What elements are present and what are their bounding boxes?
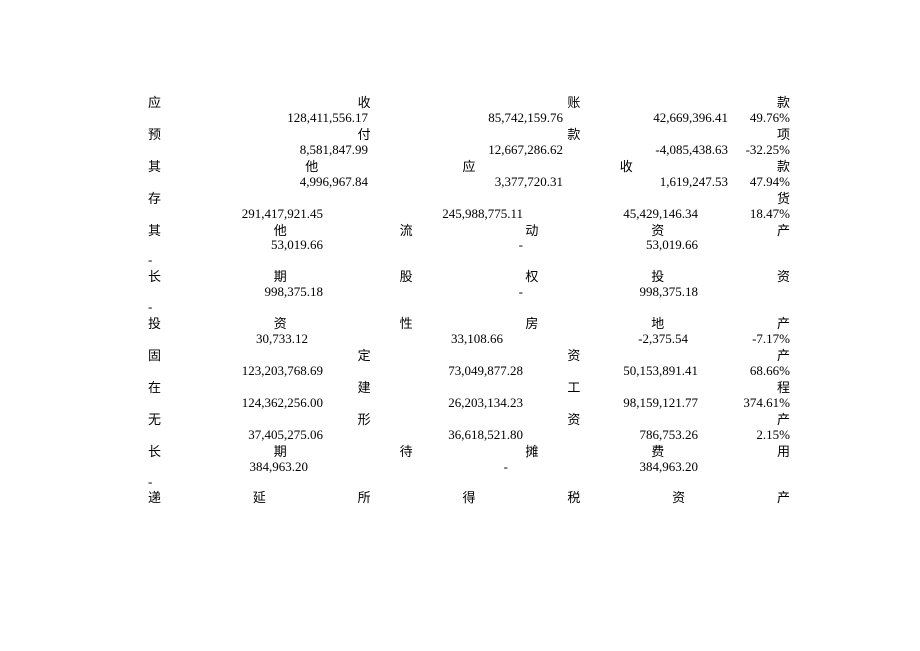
table-row: 长期待摊费用384,963.20-384,963.20- (148, 445, 790, 490)
row-label: 递延所得税资产 (148, 491, 790, 506)
cell: 30,733.12 (148, 332, 308, 347)
cell: 998,375.18 (148, 285, 323, 300)
dash-line: - (148, 475, 790, 490)
cell: 4,996,967.84 (148, 175, 368, 190)
row-values: 291,417,921.45245,988,775.1145,429,146.3… (148, 207, 790, 222)
cell: 1,619,247.53 (563, 175, 728, 190)
row-values: 30,733.1233,108.66-2,375.54-7.17% (148, 332, 790, 347)
cell: 50,153,891.41 (523, 364, 698, 379)
cell: 98,159,121.77 (523, 396, 698, 411)
row-values: 124,362,256.0026,203,134.2398,159,121.77… (148, 396, 790, 411)
cell: 53,019.66 (523, 238, 698, 253)
cell: 786,753.26 (523, 428, 698, 443)
cell: - (323, 238, 523, 253)
cell: -32.25% (728, 143, 790, 158)
row-values: 53,019.66-53,019.66 (148, 238, 790, 253)
cell: 245,988,775.11 (323, 207, 523, 222)
row-label: 存货 (148, 192, 790, 207)
cell: 128,411,556.17 (148, 111, 368, 126)
table-row: 存货291,417,921.45245,988,775.1145,429,146… (148, 192, 790, 222)
row-label: 预付款项 (148, 128, 790, 143)
table-row: 投资性房地产30,733.1233,108.66-2,375.54-7.17% (148, 317, 790, 347)
row-label: 固定资产 (148, 349, 790, 364)
table-row: 其他应收款4,996,967.843,377,720.311,619,247.5… (148, 160, 790, 190)
row-values: 128,411,556.1785,742,159.7642,669,396.41… (148, 111, 790, 126)
cell: 36,618,521.80 (323, 428, 523, 443)
cell: -4,085,438.63 (563, 143, 728, 158)
cell: 291,417,921.45 (148, 207, 323, 222)
cell: 42,669,396.41 (563, 111, 728, 126)
row-label: 长期待摊费用 (148, 445, 790, 460)
row-label: 其他流动资产 (148, 224, 790, 239)
cell: 37,405,275.06 (148, 428, 323, 443)
cell: - (308, 460, 508, 475)
row-values: 8,581,847.9912,667,286.62-4,085,438.63-3… (148, 143, 790, 158)
cell: 2.15% (698, 428, 790, 443)
table-row: 预付款项8,581,847.9912,667,286.62-4,085,438.… (148, 128, 790, 158)
row-label: 投资性房地产 (148, 317, 790, 332)
cell: -7.17% (688, 332, 790, 347)
row-values: 4,996,967.843,377,720.311,619,247.5347.9… (148, 175, 790, 190)
cell: 45,429,146.34 (523, 207, 698, 222)
cell: 47.94% (728, 175, 790, 190)
row-label: 在建工程 (148, 381, 790, 396)
table-row: 递延所得税资产 (148, 491, 790, 506)
table-row: 在建工程124,362,256.0026,203,134.2398,159,12… (148, 381, 790, 411)
cell: 384,963.20 (508, 460, 698, 475)
table-row: 其他流动资产53,019.66-53,019.66- (148, 224, 790, 269)
cell: 3,377,720.31 (368, 175, 563, 190)
table-row: 固定资产123,203,768.6973,049,877.2850,153,89… (148, 349, 790, 379)
table-row: 无形资产37,405,275.0636,618,521.80786,753.26… (148, 413, 790, 443)
cell: 124,362,256.00 (148, 396, 323, 411)
cell: 384,963.20 (148, 460, 308, 475)
row-values: 384,963.20-384,963.20 (148, 460, 790, 475)
row-label: 其他应收款 (148, 160, 790, 175)
row-label: 无形资产 (148, 413, 790, 428)
cell: 85,742,159.76 (368, 111, 563, 126)
cell: 26,203,134.23 (323, 396, 523, 411)
row-values: 37,405,275.0636,618,521.80786,753.262.15… (148, 428, 790, 443)
dash-line: - (148, 253, 790, 268)
table-row: 长期股权投资998,375.18-998,375.18- (148, 270, 790, 315)
cell: 18.47% (698, 207, 790, 222)
cell: -2,375.54 (503, 332, 688, 347)
cell: 998,375.18 (523, 285, 698, 300)
table-row: 应收账款128,411,556.1785,742,159.7642,669,39… (148, 96, 790, 126)
cell: 8,581,847.99 (148, 143, 368, 158)
cell: 12,667,286.62 (368, 143, 563, 158)
financial-table: 应收账款128,411,556.1785,742,159.7642,669,39… (148, 96, 790, 506)
cell: 49.76% (728, 111, 790, 126)
cell: - (323, 285, 523, 300)
cell: 33,108.66 (308, 332, 503, 347)
cell: 53,019.66 (148, 238, 323, 253)
row-values: 123,203,768.6973,049,877.2850,153,891.41… (148, 364, 790, 379)
cell: 374.61% (698, 396, 790, 411)
row-label: 应收账款 (148, 96, 790, 111)
cell: 68.66% (698, 364, 790, 379)
cell: 123,203,768.69 (148, 364, 323, 379)
row-label: 长期股权投资 (148, 270, 790, 285)
cell: 73,049,877.28 (323, 364, 523, 379)
row-values: 998,375.18-998,375.18 (148, 285, 790, 300)
dash-line: - (148, 300, 790, 315)
